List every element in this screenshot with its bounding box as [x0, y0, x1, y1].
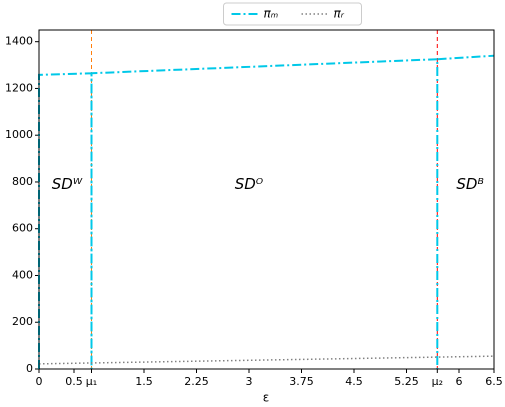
x-tick-label: 5.25 — [394, 375, 419, 388]
y-tick-label: 600 — [12, 222, 33, 235]
y-tick-label: 400 — [12, 268, 33, 281]
legend-label: πₘ — [264, 7, 279, 21]
legend-box — [223, 2, 362, 26]
x-tick-label: 2.25 — [184, 375, 209, 388]
region-label: SDᴼ — [235, 175, 264, 193]
y-tick-label: 1400 — [5, 35, 33, 48]
x-axis-label: ε — [263, 391, 270, 405]
x-tick-label: 1.5 — [135, 375, 153, 388]
x-tick-label: μ₂ — [432, 375, 443, 388]
plot-frame — [38, 29, 495, 370]
x-tick-label: 3 — [246, 375, 253, 388]
x-tick-label: 6.5 — [485, 375, 503, 388]
x-tick-label: 0.5 — [65, 375, 83, 388]
y-tick-label: 1200 — [5, 81, 33, 94]
legend-label: πᵣ — [334, 7, 345, 21]
series-line — [38, 54, 495, 369]
y-tick-label: 800 — [12, 175, 33, 188]
y-tick-label: 1000 — [5, 128, 33, 141]
x-tick-label: 0 — [36, 375, 43, 388]
x-tick-label: 4.5 — [345, 375, 363, 388]
y-tick-label: 200 — [12, 315, 33, 328]
region-label: SDᵂ — [52, 175, 83, 193]
x-tick-label: 3.75 — [289, 375, 314, 388]
x-tick-label: 6 — [456, 375, 463, 388]
x-tick-label: μ₁ — [86, 375, 97, 388]
region-label: SDᴮ — [456, 175, 484, 193]
series-line — [38, 355, 495, 365]
y-tick-label: 0 — [26, 362, 33, 375]
